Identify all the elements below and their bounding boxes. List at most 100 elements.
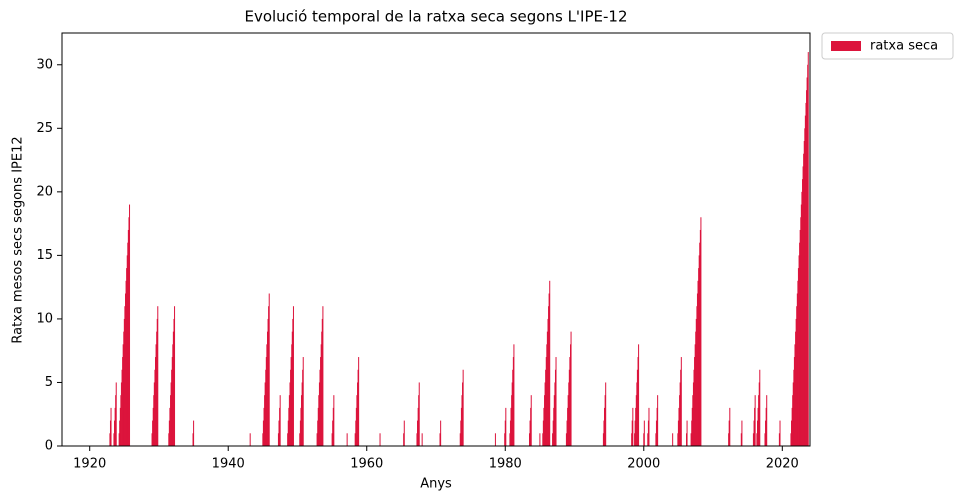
bar	[417, 407, 419, 446]
bar	[647, 420, 649, 446]
bar	[113, 433, 115, 446]
bar	[604, 407, 606, 446]
bar	[299, 433, 301, 446]
y-tick-label: 20	[36, 184, 53, 199]
bar	[656, 407, 658, 446]
bar	[504, 420, 506, 446]
bar	[570, 331, 572, 446]
bar	[552, 420, 554, 446]
bar	[462, 369, 464, 446]
bar	[696, 293, 698, 446]
bar	[694, 344, 696, 446]
bar	[172, 331, 174, 446]
bar	[120, 382, 122, 446]
bar	[698, 268, 700, 446]
bar	[765, 407, 767, 446]
bar	[109, 420, 111, 446]
bar	[110, 407, 112, 446]
x-tick-label: 2000	[627, 457, 660, 472]
y-tick-label: 25	[36, 121, 53, 136]
bar	[118, 433, 120, 446]
bar	[512, 357, 514, 446]
bar	[530, 407, 532, 446]
x-tick-label: 1940	[212, 457, 245, 472]
bar	[511, 382, 513, 446]
bar	[728, 433, 730, 446]
bar	[657, 395, 659, 446]
bar	[153, 395, 155, 446]
bar	[700, 217, 702, 446]
bar	[757, 407, 759, 446]
bar	[320, 357, 322, 446]
bar	[634, 420, 636, 446]
bar	[168, 433, 170, 446]
bar	[301, 382, 303, 446]
bar	[754, 395, 756, 446]
bar	[249, 433, 251, 446]
bar	[418, 395, 420, 446]
bar	[331, 433, 333, 446]
bar	[567, 407, 569, 446]
y-axis-label: Ratxa mesos secs segons IPE12	[11, 136, 26, 343]
bar	[318, 395, 320, 446]
bar	[545, 357, 547, 446]
bar	[513, 344, 515, 446]
bar	[288, 407, 290, 446]
bar	[634, 433, 636, 446]
bar	[752, 433, 754, 446]
bar	[291, 331, 293, 446]
x-axis-label: Anys	[420, 477, 452, 492]
bar	[192, 433, 194, 446]
bar	[109, 433, 111, 446]
bar	[126, 268, 128, 446]
bar	[632, 407, 634, 446]
bar	[317, 407, 319, 446]
bar	[647, 433, 649, 446]
bar	[529, 433, 530, 446]
bar	[262, 433, 264, 446]
bar	[356, 395, 358, 446]
bar	[758, 382, 760, 446]
bar	[636, 369, 638, 446]
bar	[686, 420, 688, 446]
bar	[171, 357, 173, 446]
bar	[549, 280, 551, 446]
bar	[322, 306, 324, 446]
bar	[759, 369, 761, 446]
bar	[677, 420, 679, 446]
bar	[333, 395, 335, 446]
bar	[803, 141, 805, 446]
bar	[114, 407, 116, 446]
bar	[511, 395, 513, 446]
bar	[265, 369, 267, 446]
bar	[505, 407, 507, 446]
bar	[795, 318, 797, 446]
bar	[778, 433, 780, 446]
bar	[792, 395, 794, 446]
bar	[797, 268, 799, 446]
bar	[292, 306, 294, 446]
bar	[655, 433, 657, 446]
bar	[417, 420, 419, 446]
bar	[766, 395, 768, 446]
bar	[570, 344, 572, 446]
bar	[741, 420, 743, 446]
bar	[156, 318, 158, 446]
bar	[552, 433, 554, 446]
bar	[697, 280, 699, 446]
bar	[554, 382, 556, 446]
bar	[115, 382, 117, 446]
bar	[758, 395, 760, 446]
bar	[316, 433, 318, 446]
bar	[790, 433, 792, 446]
bar	[156, 331, 158, 446]
bar	[804, 115, 806, 446]
bar	[672, 433, 674, 446]
bar	[567, 395, 569, 446]
bar	[318, 382, 320, 446]
bar	[801, 191, 803, 446]
bar	[602, 433, 604, 446]
legend-swatch	[831, 41, 861, 51]
bar	[277, 433, 279, 446]
bar	[152, 407, 154, 446]
